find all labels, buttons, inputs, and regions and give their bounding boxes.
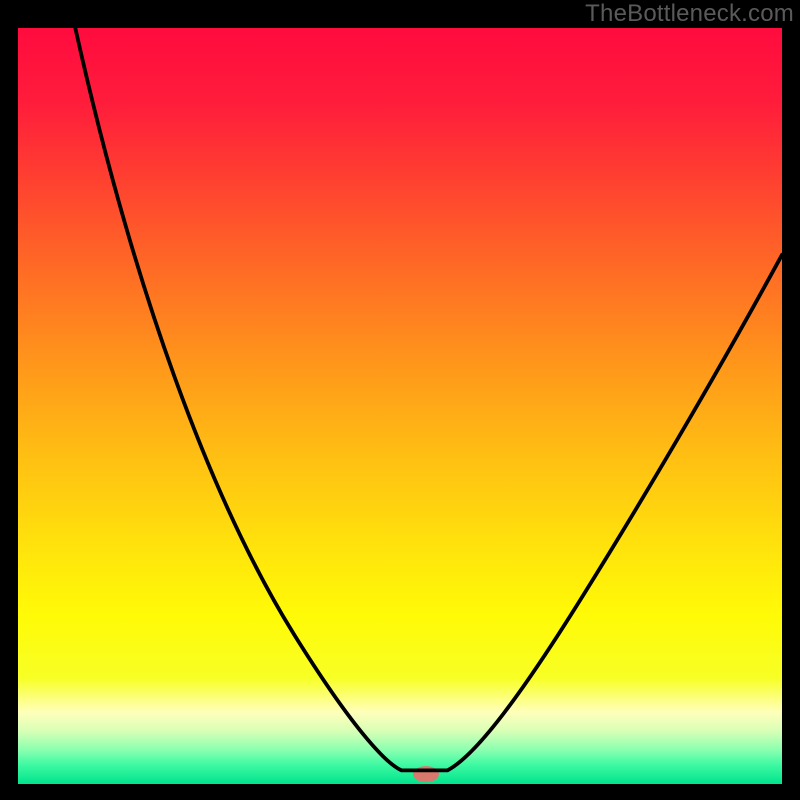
watermark-text: TheBottleneck.com xyxy=(585,0,794,28)
plot-background xyxy=(18,28,782,784)
bottleneck-chart xyxy=(0,0,800,800)
chart-stage: TheBottleneck.com xyxy=(0,0,800,800)
